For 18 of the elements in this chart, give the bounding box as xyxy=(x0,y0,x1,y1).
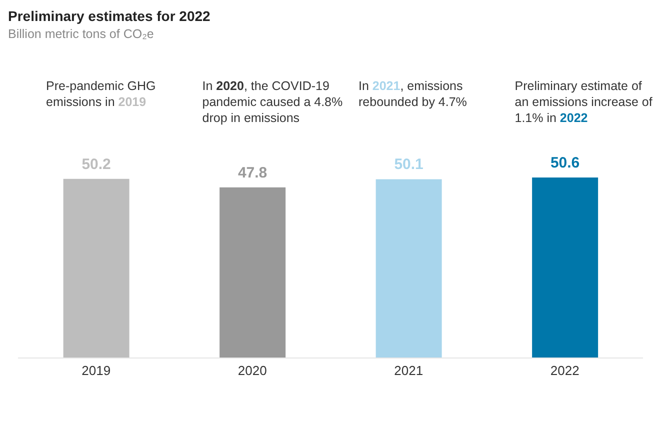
x-tick-label: 2021 xyxy=(394,363,424,378)
data-label: 47.8 xyxy=(238,164,268,182)
x-tick-label: 2022 xyxy=(550,363,580,378)
bar xyxy=(63,178,130,358)
chart-subtitle: Billion metric tons of CO₂e xyxy=(8,27,154,41)
text: In 2021, emissions rebounded by 4.7% xyxy=(358,78,468,110)
bar xyxy=(220,187,286,358)
text: Preliminary estimate of an emissions increase of 1.1% in 2022 xyxy=(514,78,654,126)
bar xyxy=(376,179,442,358)
text: In 2020, the COVID-19 pandemic caused a 4.8% drop in emissions xyxy=(202,78,344,126)
x-tick-label: 2020 xyxy=(238,363,267,378)
x-tick-label: 2019 xyxy=(82,363,111,378)
data-label: 50.6 xyxy=(550,154,580,172)
data-label: 50.1 xyxy=(394,156,424,174)
text: Pre-pandemic GHG emissions in 2019 xyxy=(46,78,157,110)
bar xyxy=(532,177,598,358)
chart-title: Preliminary estimates for 2022 xyxy=(8,8,210,24)
data-label: 50.2 xyxy=(82,156,111,173)
